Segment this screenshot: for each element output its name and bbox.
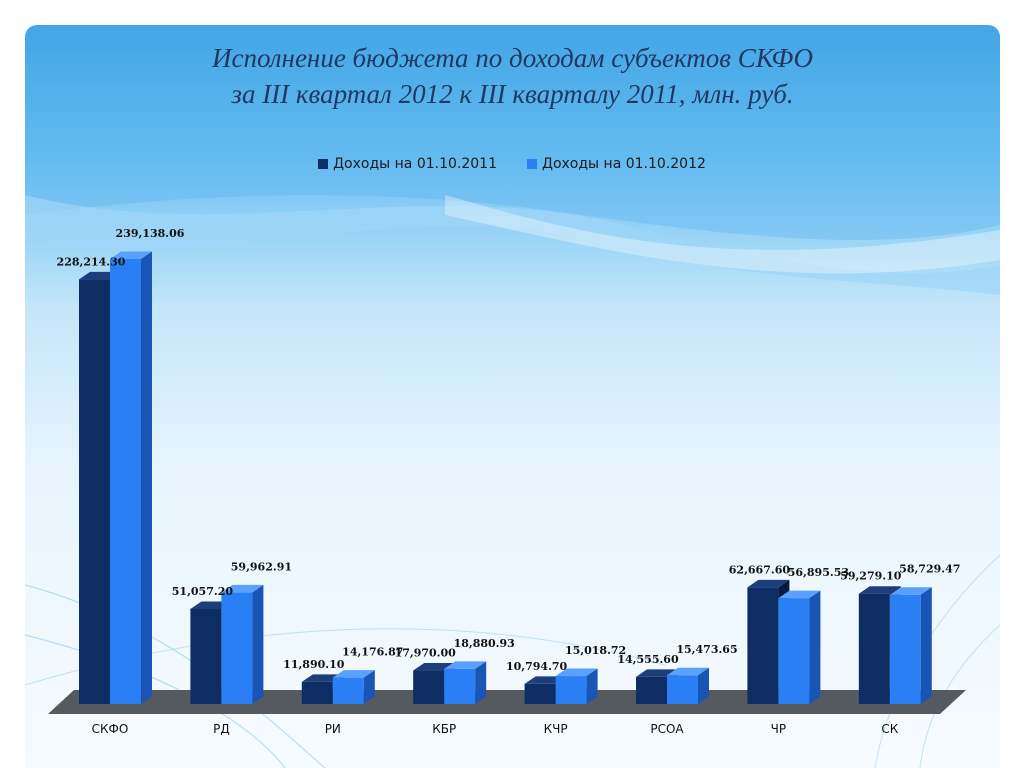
value-label-2011-0: 228,214.30	[57, 255, 126, 268]
legend-item-2012: Доходы на 01.10.2012	[527, 156, 706, 172]
chart-legend: Доходы на 01.10.2011 Доходы на 01.10.201…	[0, 156, 1024, 172]
category-label-6: ЧР	[771, 722, 786, 736]
value-label-2011-1: 51,057.20	[172, 585, 234, 598]
chart-bars-layer	[79, 251, 932, 704]
chart-labels-layer: 228,214.30 239,138.06 СКФО 51,057.20 59,962.…	[57, 227, 961, 736]
value-label-2011-3: 17,970.00	[395, 647, 457, 660]
legend-item-2011: Доходы на 01.10.2011	[318, 156, 497, 172]
bar-2012-7	[889, 587, 932, 704]
chart-title-line-2: за III квартал 2012 к III кварталу 2011,…	[231, 79, 794, 109]
value-label-2012-6: 56,895.53	[788, 566, 849, 579]
category-label-3: КБР	[432, 722, 456, 736]
bar-2012-4	[555, 668, 598, 704]
category-label-0: СКФО	[92, 722, 129, 736]
chart-floor	[48, 690, 966, 714]
legend-swatch-2012	[527, 159, 537, 169]
value-label-2012-0: 239,138.06	[116, 227, 185, 240]
bar-2012-1	[221, 584, 264, 704]
chart-title: Исполнение бюджета по доходам субъектов …	[25, 40, 1000, 112]
chart-title-line-1: Исполнение бюджета по доходам субъектов …	[211, 43, 814, 73]
bar-2012-6	[778, 590, 821, 704]
slide-background-panel	[25, 25, 1000, 768]
category-label-7: СК	[881, 722, 898, 736]
chart-floor-layer	[48, 690, 966, 714]
value-label-2011-5: 14,555.60	[617, 653, 679, 666]
bar-2012-5	[667, 667, 709, 704]
legend-label-2011: Доходы на 01.10.2011	[333, 156, 497, 172]
value-label-2012-5: 15,473.65	[676, 643, 737, 656]
bar-2012-0	[110, 251, 152, 704]
value-label-2012-3: 18,880.93	[454, 637, 515, 650]
value-label-2011-4: 10,794.70	[506, 660, 568, 673]
bar-2012-2	[332, 670, 375, 704]
legend-label-2012: Доходы на 01.10.2012	[542, 156, 706, 172]
category-label-1: РД	[213, 722, 230, 736]
category-label-4: КЧР	[544, 722, 568, 736]
value-label-2011-6: 62,667.60	[729, 563, 791, 576]
bar-2012-3	[444, 661, 487, 704]
category-label-2: РИ	[325, 722, 341, 736]
category-label-5: РСОА	[650, 722, 684, 736]
value-label-2012-2: 14,176.87	[342, 646, 403, 659]
value-label-2011-7: 59,279.10	[840, 570, 902, 583]
value-label-2012-7: 58,729.47	[899, 563, 960, 576]
legend-swatch-2011	[318, 159, 329, 169]
value-label-2011-2: 11,890.10	[283, 658, 345, 671]
value-label-2012-1: 59,962.91	[231, 560, 292, 573]
value-label-2012-4: 15,018.72	[565, 644, 626, 657]
